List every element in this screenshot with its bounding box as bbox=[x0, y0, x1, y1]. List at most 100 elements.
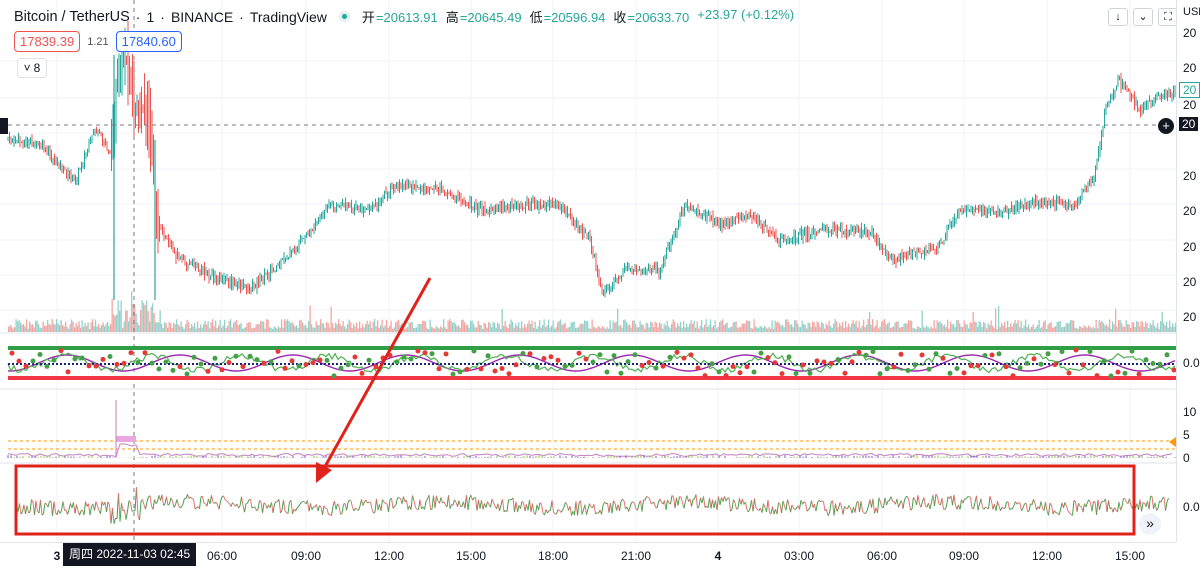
volume-bar bbox=[148, 311, 149, 332]
volume-bar bbox=[466, 325, 467, 332]
volume-bar bbox=[1027, 327, 1028, 332]
interval-label[interactable]: 1 bbox=[146, 9, 154, 25]
osc3-segment bbox=[425, 501, 427, 509]
price-axis[interactable]: USDT 20 20 20 20 20 20 20 20 20 20 0.0 1… bbox=[1176, 0, 1200, 542]
osc3-segment bbox=[863, 511, 865, 513]
volume-bar bbox=[980, 322, 981, 332]
volume-bar bbox=[55, 325, 56, 332]
volume-bar bbox=[379, 328, 380, 332]
osc1-dot bbox=[927, 367, 932, 372]
volume-bar bbox=[251, 328, 252, 332]
chart-area[interactable] bbox=[0, 0, 1176, 542]
volume-bar bbox=[800, 327, 801, 332]
volume-bar bbox=[818, 323, 819, 332]
osc1-dot bbox=[535, 364, 540, 369]
volume-bar bbox=[226, 328, 227, 332]
osc3-segment bbox=[1089, 500, 1091, 503]
volume-bar bbox=[1132, 322, 1133, 332]
volume-bar bbox=[310, 306, 311, 332]
volume-bar bbox=[880, 327, 881, 332]
volume-bar bbox=[641, 324, 642, 332]
sell-price-button[interactable]: 17839.39 bbox=[14, 31, 80, 52]
osc3-segment bbox=[518, 505, 520, 512]
volume-bar bbox=[631, 328, 632, 333]
volume-bar bbox=[619, 326, 620, 332]
volume-bar bbox=[979, 321, 980, 332]
volume-bar bbox=[1070, 320, 1071, 332]
volume-bar bbox=[820, 327, 821, 332]
volume-bar bbox=[157, 322, 158, 332]
osc3-segment bbox=[755, 498, 757, 508]
volume-bar bbox=[910, 321, 911, 333]
volume-bar bbox=[892, 327, 893, 332]
osc3-segment bbox=[363, 502, 365, 506]
volume-bar bbox=[113, 314, 114, 332]
osc3-segment bbox=[77, 505, 79, 511]
time-tick: 15:00 bbox=[1115, 549, 1145, 563]
indicators-toggle-button[interactable]: ˅ 8 bbox=[17, 58, 47, 78]
volume-bar bbox=[823, 324, 824, 333]
osc3-segment bbox=[177, 499, 179, 505]
volume-bar bbox=[296, 325, 297, 332]
volume-bar bbox=[293, 324, 294, 332]
osc1-dot bbox=[332, 373, 337, 378]
osc3-segment bbox=[542, 504, 544, 513]
volume-bar bbox=[799, 327, 800, 332]
volume-bar bbox=[640, 321, 641, 332]
osc1-dot bbox=[304, 362, 309, 367]
osc3-segment bbox=[453, 500, 455, 505]
volume-bar bbox=[803, 324, 804, 332]
volume-bar bbox=[674, 322, 675, 332]
osc3-segment bbox=[989, 496, 991, 509]
volume-bar bbox=[787, 319, 788, 332]
time-tick: 15:00 bbox=[456, 549, 486, 563]
osc3-segment bbox=[242, 497, 244, 506]
osc3-segment bbox=[668, 500, 670, 503]
volume-bar bbox=[620, 325, 621, 332]
osc3-segment bbox=[734, 500, 736, 503]
volume-bar bbox=[790, 325, 791, 332]
osc3-segment bbox=[494, 502, 496, 506]
add-alert-plus-button[interactable]: + bbox=[1158, 118, 1174, 134]
scroll-to-realtime-button[interactable]: » bbox=[1139, 513, 1161, 535]
time-tick: 09:00 bbox=[949, 549, 979, 563]
volume-bar bbox=[43, 322, 44, 332]
volume-bar bbox=[616, 322, 617, 332]
volume-bar bbox=[1172, 323, 1173, 332]
volume-bar bbox=[1000, 327, 1001, 332]
osc3-segment bbox=[738, 498, 740, 508]
market-status-icon[interactable] bbox=[339, 11, 350, 22]
volume-bar bbox=[362, 324, 363, 332]
volume-bar bbox=[479, 325, 480, 332]
maximize-pane-button[interactable]: ⛶ bbox=[1158, 8, 1178, 26]
volume-bar bbox=[1093, 327, 1094, 333]
osc3-segment bbox=[588, 504, 590, 509]
volume-bar bbox=[1126, 320, 1127, 332]
chart-canvas[interactable] bbox=[0, 0, 1176, 542]
volume-bar bbox=[170, 323, 171, 332]
volume-bar bbox=[1099, 320, 1100, 332]
osc1-dot bbox=[1137, 372, 1142, 377]
osc3-segment bbox=[764, 504, 766, 508]
buy-price-button[interactable]: 17840.60 bbox=[116, 31, 182, 52]
osc1-dot bbox=[430, 351, 435, 356]
volume-bar bbox=[434, 329, 435, 332]
volume-bar bbox=[1085, 327, 1086, 333]
volume-bar bbox=[139, 325, 140, 332]
volume-bar bbox=[280, 328, 281, 332]
volume-bar bbox=[449, 319, 450, 332]
move-down-button[interactable]: ↓ bbox=[1108, 8, 1128, 26]
volume-bar bbox=[256, 324, 257, 332]
osc3-segment bbox=[1161, 498, 1163, 502]
symbol-name[interactable]: Bitcoin / TetherUS bbox=[14, 9, 130, 25]
osc1-dot bbox=[850, 359, 855, 364]
osc3-segment bbox=[935, 494, 937, 506]
volume-bar bbox=[914, 328, 915, 332]
volume-bar bbox=[863, 320, 864, 332]
volume-bar bbox=[946, 327, 947, 332]
volume-bar bbox=[283, 328, 284, 333]
volume-bar bbox=[950, 322, 951, 332]
osc3-segment bbox=[486, 502, 488, 508]
collapse-pane-button[interactable]: ⌄ bbox=[1133, 8, 1153, 26]
volume-bar bbox=[413, 328, 414, 332]
